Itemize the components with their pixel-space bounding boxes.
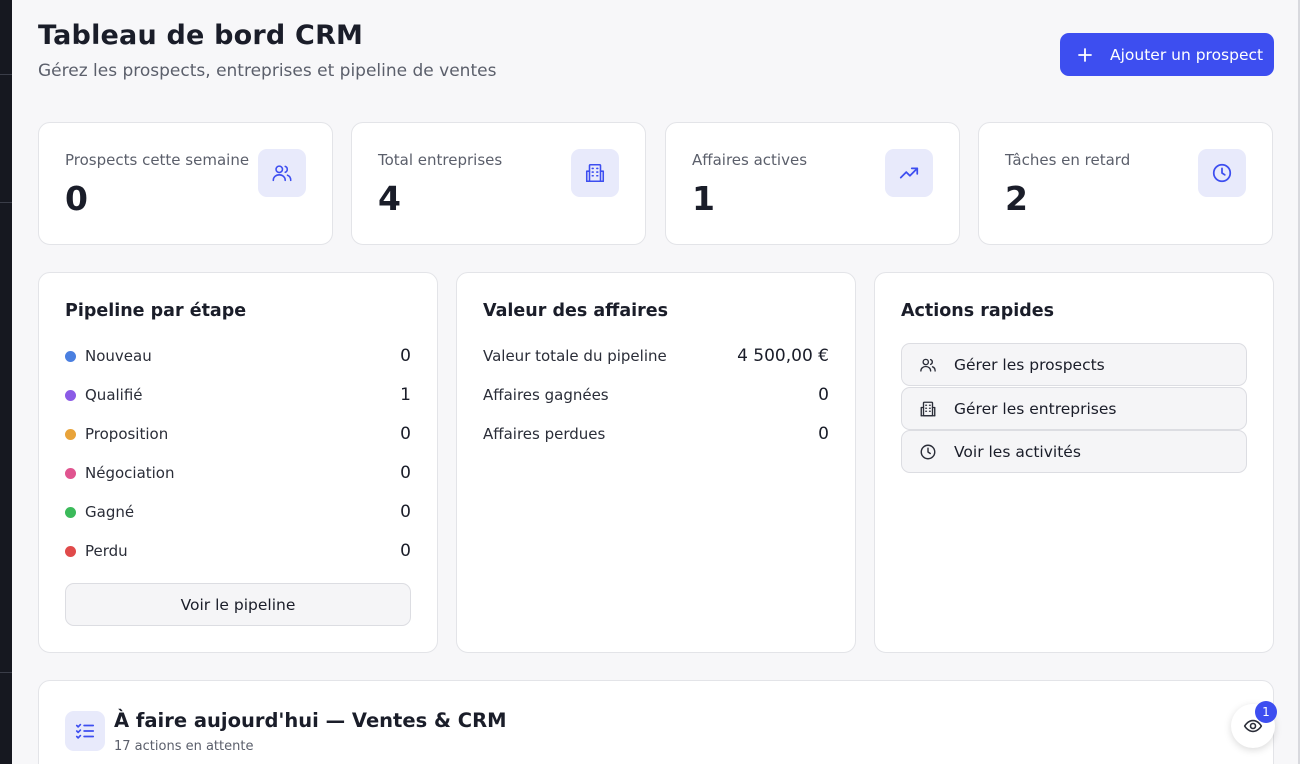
stat-card-prospects: Prospects cette semaine 0 xyxy=(38,122,333,245)
stage-count: 0 xyxy=(400,502,411,522)
eye-icon xyxy=(1243,719,1263,733)
manage-prospects-button[interactable]: Gérer les prospects xyxy=(901,343,1247,386)
pipeline-stage-row: Négociation 0 xyxy=(65,462,411,484)
pipeline-stage-row: Proposition 0 xyxy=(65,423,411,445)
pipeline-stage-row: Perdu 0 xyxy=(65,540,411,562)
stat-value: 1 xyxy=(692,179,715,218)
action-label: Gérer les entreprises xyxy=(954,399,1117,418)
todo-subtitle: 17 actions en attente xyxy=(114,739,254,754)
panel-title: Pipeline par étape xyxy=(65,301,247,321)
stage-label: Perdu xyxy=(85,542,128,560)
stage-label: Négociation xyxy=(85,464,175,482)
stage-count: 1 xyxy=(400,385,411,405)
stage-dot xyxy=(65,545,76,557)
stat-card-companies: Total entreprises 4 xyxy=(351,122,646,245)
manage-companies-button[interactable]: Gérer les entreprises xyxy=(901,387,1247,430)
page-subtitle: Gérez les prospects, entreprises et pipe… xyxy=(38,61,497,81)
action-label: Voir les activités xyxy=(954,442,1081,461)
building-icon xyxy=(571,149,619,197)
deals-value-panel: Valeur des affaires Valeur totale du pip… xyxy=(456,272,856,653)
clock-icon xyxy=(902,443,954,461)
stat-value: 2 xyxy=(1005,179,1028,218)
pipeline-stage-row: Gagné 0 xyxy=(65,501,411,523)
building-icon xyxy=(902,400,954,418)
view-activities-button[interactable]: Voir les activités xyxy=(901,430,1247,473)
todo-today-card[interactable]: À faire aujourd'hui — Ventes & CRM 17 ac… xyxy=(38,680,1274,764)
stat-value: 4 xyxy=(378,179,401,218)
stage-label: Nouveau xyxy=(85,347,152,365)
plus-icon xyxy=(1060,47,1110,63)
stage-count: 0 xyxy=(400,541,411,561)
stage-dot xyxy=(65,350,76,362)
deal-value: 4 500,00 € xyxy=(737,346,829,366)
stage-dot xyxy=(65,389,76,401)
deal-label: Affaires gagnées xyxy=(483,386,609,404)
deal-label: Valeur totale du pipeline xyxy=(483,347,667,365)
quick-actions-panel: Actions rapides Gérer les prospects Gére… xyxy=(874,272,1274,653)
checklist-icon xyxy=(65,711,105,751)
add-prospect-label: Ajouter un prospect xyxy=(1110,45,1264,64)
page-title: Tableau de bord CRM xyxy=(38,20,364,51)
users-icon xyxy=(258,149,306,197)
stat-label: Tâches en retard xyxy=(1005,151,1131,169)
stage-count: 0 xyxy=(400,424,411,444)
deal-value-row: Valeur totale du pipeline 4 500,00 € xyxy=(483,345,829,367)
stage-label: Gagné xyxy=(85,503,135,521)
stage-count: 0 xyxy=(400,463,411,483)
view-pipeline-button[interactable]: Voir le pipeline xyxy=(65,583,411,626)
stage-dot xyxy=(65,506,76,518)
panel-title: Valeur des affaires xyxy=(483,301,669,321)
notification-badge: 1 xyxy=(1255,701,1277,723)
stage-label: Proposition xyxy=(85,425,169,443)
action-label: Gérer les prospects xyxy=(954,355,1105,374)
users-icon xyxy=(902,356,954,374)
page-header: Tableau de bord CRM Gérez les prospects,… xyxy=(38,20,1274,90)
deal-value-row: Affaires gagnées 0 xyxy=(483,384,829,406)
stage-dot xyxy=(65,428,76,440)
stage-count: 0 xyxy=(400,346,411,366)
trending-up-icon xyxy=(885,149,933,197)
deal-value: 0 xyxy=(818,385,829,405)
window-edge xyxy=(1298,0,1300,764)
stat-card-overdue-tasks: Tâches en retard 2 xyxy=(978,122,1273,245)
pipeline-panel: Pipeline par étape Nouveau 0 Qualifié 1 … xyxy=(38,272,438,653)
clock-icon xyxy=(1198,149,1246,197)
stat-label: Total entreprises xyxy=(378,151,503,169)
deal-value-row: Affaires perdues 0 xyxy=(483,423,829,445)
stat-label: Affaires actives xyxy=(692,151,808,169)
stat-card-active-deals: Affaires actives 1 xyxy=(665,122,960,245)
deal-value: 0 xyxy=(818,424,829,444)
pipeline-stage-row: Nouveau 0 xyxy=(65,345,411,367)
stat-label: Prospects cette semaine xyxy=(65,151,250,169)
stat-value: 0 xyxy=(65,179,88,218)
stage-dot xyxy=(65,467,76,479)
deal-label: Affaires perdues xyxy=(483,425,606,443)
stage-label: Qualifié xyxy=(85,386,143,404)
todo-title: À faire aujourd'hui — Ventes & CRM xyxy=(114,709,507,732)
panel-title: Actions rapides xyxy=(901,301,1055,321)
sidebar-edge xyxy=(0,0,12,764)
add-prospect-button[interactable]: Ajouter un prospect xyxy=(1060,33,1274,76)
pipeline-stage-row: Qualifié 1 xyxy=(65,384,411,406)
